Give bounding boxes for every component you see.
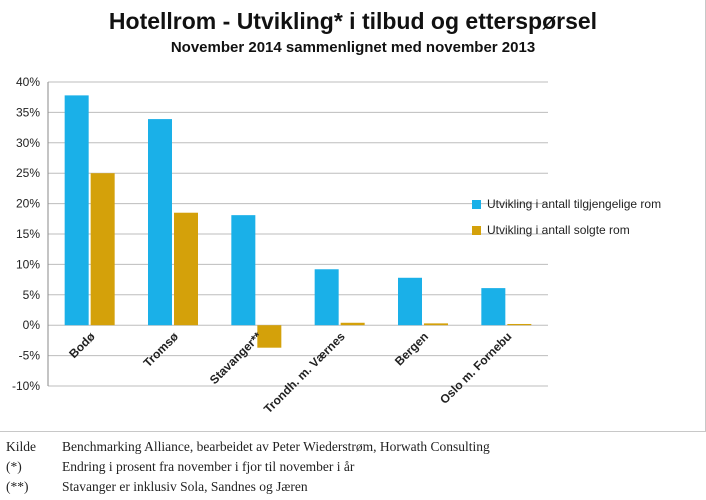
bar-sold-rooms <box>174 212 198 326</box>
y-tick-label: -5% <box>19 349 41 363</box>
legend-swatch <box>472 225 481 235</box>
chart-title: Hotellrom - Utvikling* i tilbud og etter… <box>108 8 598 34</box>
bar-available-rooms <box>481 288 506 326</box>
legend-label: Utvikling i antall solgte rom <box>487 223 630 237</box>
x-category-label: Tromsø <box>141 329 182 370</box>
x-category-label: Bergen <box>392 329 431 368</box>
footnote-text: Benchmarking Alliance, bearbeidet av Pet… <box>62 439 490 454</box>
footnote-key: (**) <box>6 479 29 494</box>
y-tick-label: 15% <box>16 227 40 241</box>
bar-sold-rooms <box>257 325 282 348</box>
bar-available-rooms <box>398 277 422 326</box>
footnotes: Kilde Benchmarking Alliance, bearbeidet … <box>6 437 490 497</box>
x-category-label: Stavanger** <box>207 329 265 387</box>
footnote-text: Stavanger er inklusiv Sola, Sandnes og J… <box>62 479 308 494</box>
chart-frame: Hotellrom - Utvikling* i tilbud og etter… <box>0 0 706 432</box>
x-category-label: Bodø <box>66 329 98 361</box>
footnote-asterisk: (*) Endring i prosent fra november i fjo… <box>6 457 490 477</box>
footnote-source: Kilde Benchmarking Alliance, bearbeidet … <box>6 437 490 457</box>
bar-sold-rooms <box>340 322 365 326</box>
legend-entry-sold-rooms: Utvikling i antall solgte rom <box>472 223 630 237</box>
bar-available-rooms <box>148 119 172 326</box>
y-tick-label: 20% <box>16 197 40 211</box>
y-tick-label: -10% <box>12 379 40 393</box>
y-tick-label: 40% <box>16 75 40 89</box>
bar-sold-rooms <box>424 323 448 326</box>
bar-available-rooms <box>314 269 339 326</box>
plot-area: 40% 35% 30% 25% 20% 15% 10% 5% 0% -5% -10% Bodø Trom… <box>12 75 548 416</box>
y-tick-label: 10% <box>16 257 40 271</box>
y-tick-label: 35% <box>16 105 40 119</box>
bar-available-rooms <box>64 95 89 326</box>
legend-entry-available-rooms: Utvikling i antall tilgjengelige rom <box>472 197 661 211</box>
legend-label: Utvikling i antall tilgjengelige rom <box>487 197 662 211</box>
legend-swatch <box>472 199 481 209</box>
bar-sold-rooms <box>90 173 115 326</box>
y-tick-label: 30% <box>16 136 40 150</box>
y-tick-label: 0% <box>23 318 41 332</box>
chart-subtitle: November 2014 sammenlignet med november … <box>170 39 536 56</box>
x-category-label: Oslo m. Fornebu <box>437 329 514 406</box>
footnote-double-asterisk: (**) Stavanger er inklusiv Sola, Sandnes… <box>6 477 490 497</box>
footnote-text: Endring i prosent fra november i fjor ti… <box>62 459 355 474</box>
bar-available-rooms <box>231 215 256 326</box>
footnote-key: (*) <box>6 459 22 474</box>
footnote-key: Kilde <box>6 439 36 454</box>
y-tick-label: 5% <box>23 288 41 302</box>
y-tick-label: 25% <box>16 166 40 180</box>
bar-sold-rooms <box>507 323 532 326</box>
